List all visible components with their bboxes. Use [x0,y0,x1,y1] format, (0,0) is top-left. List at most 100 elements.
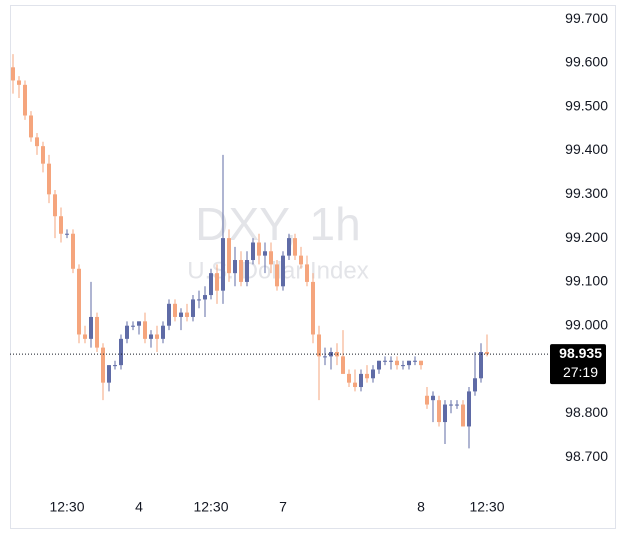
candle-body [197,299,201,301]
watermark-title: DXY, 1h [195,198,360,250]
candle-body [209,273,213,296]
y-tick-label: 98.700 [565,448,608,464]
candle-body [155,334,159,339]
candle-body [65,233,69,235]
candle-body [89,316,93,339]
candle-body [233,260,237,274]
candle-body [479,351,483,379]
candle-body [11,67,15,81]
x-tick-label: 12:30 [193,499,228,515]
candle-body [95,316,99,348]
candle-body [317,334,321,357]
candle-body [437,400,441,423]
price-label-bg [550,344,606,385]
candle-body [137,321,141,326]
candle-body [53,194,57,217]
candle-body [35,137,39,147]
candle-body [281,255,285,287]
candle-body [395,360,399,366]
x-tick-label: 12:30 [49,499,84,515]
candle-body [401,365,405,367]
candle-body [119,338,123,366]
candle-body [161,325,165,339]
y-tick-label: 99.500 [565,97,608,113]
candle-body [431,395,435,401]
candle-body [143,321,147,339]
candle-body [383,360,387,362]
candle-body [365,373,369,379]
candle-body [419,360,423,366]
candle-body [269,251,273,265]
candle-body [83,334,87,339]
candle-body [275,264,279,287]
candle-body [179,312,183,317]
candle-body [227,238,231,274]
candle-body [77,268,81,335]
candle-body [299,255,303,265]
candle-body [41,146,45,164]
x-tick-label: 12:30 [469,499,504,515]
candle-body [239,260,243,282]
countdown: 27:19 [563,364,598,380]
candle-body [413,360,417,362]
candle-body [449,404,453,406]
candle-body [191,299,195,317]
candle-body [323,356,327,358]
candle-body [131,325,135,327]
candle-body [245,260,249,282]
candle-body [113,365,117,367]
y-tick-label: 99.000 [565,316,608,332]
candle-body [173,303,177,317]
candle-body [287,238,291,256]
candle-body [425,395,429,405]
candle-body [221,238,225,291]
candle-body [347,373,351,383]
candle-body [263,251,267,256]
y-tick-label: 99.200 [565,229,608,245]
candle-body [23,84,27,116]
x-tick-label: 4 [135,499,143,515]
candle-body [101,347,105,383]
candle-body [353,382,357,388]
x-tick-label: 7 [279,499,287,515]
candle-body [371,369,375,379]
candle-body [59,216,63,234]
candle-body [407,360,411,366]
candle-body [107,365,111,383]
y-tick-label: 99.300 [565,185,608,201]
candle-body [473,378,477,392]
candle-body [47,163,51,195]
candle-body [149,334,153,339]
candle-body [167,303,171,326]
candle-body [257,242,261,256]
candle-body [203,295,207,300]
candle-body [341,356,345,374]
candle-body [29,115,33,138]
frame [10,5,616,529]
candle-body [215,273,219,291]
candle-body [359,373,363,388]
candle-body [443,404,447,423]
candle-body [389,360,393,362]
candle-body [377,360,381,370]
candle-body [185,312,189,317]
y-tick-label: 99.400 [565,141,608,157]
y-tick-label: 99.700 [565,10,608,26]
y-tick-label: 99.100 [565,273,608,289]
candle-body [17,80,21,85]
candle-body [251,242,255,261]
candle-body [461,404,465,427]
candle-body [293,238,297,256]
candle-body [467,391,471,427]
price-label: 98.935 [559,345,602,361]
candle-body [455,404,459,406]
candle-body [305,264,309,282]
candle-body [311,281,315,335]
candle-body [71,233,75,269]
y-tick-label: 98.800 [565,404,608,420]
candle-body [485,351,489,355]
x-tick-label: 8 [417,499,425,515]
y-tick-label: 99.600 [565,54,608,70]
candle-body [125,325,129,339]
